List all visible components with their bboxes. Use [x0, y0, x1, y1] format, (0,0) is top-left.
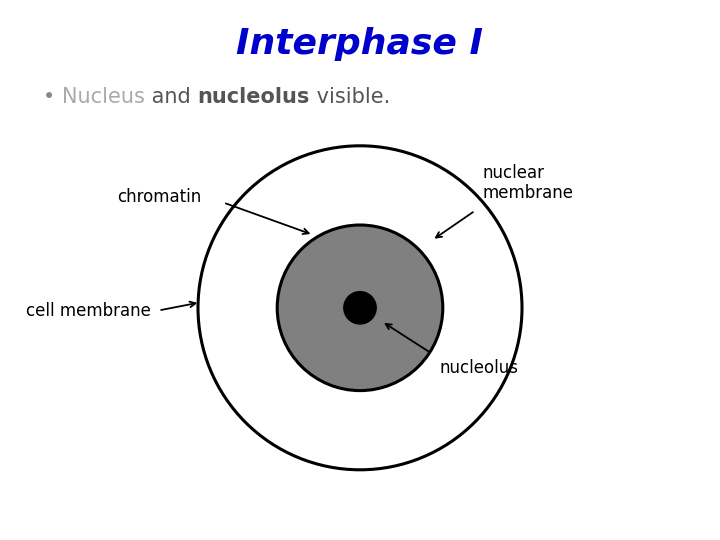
- Text: nucleolus: nucleolus: [439, 359, 518, 377]
- Ellipse shape: [277, 225, 443, 390]
- Text: Interphase I: Interphase I: [236, 27, 484, 61]
- Text: chromatin: chromatin: [117, 188, 202, 206]
- Ellipse shape: [344, 292, 376, 323]
- Text: nucleolus: nucleolus: [197, 87, 310, 107]
- Text: and: and: [145, 87, 197, 107]
- Text: •: •: [43, 87, 62, 107]
- Text: cell membrane: cell membrane: [27, 301, 151, 320]
- Text: visible.: visible.: [310, 87, 390, 107]
- Text: Nucleus: Nucleus: [62, 87, 145, 107]
- Text: nuclear
membrane: nuclear membrane: [482, 164, 573, 202]
- Ellipse shape: [198, 146, 522, 470]
